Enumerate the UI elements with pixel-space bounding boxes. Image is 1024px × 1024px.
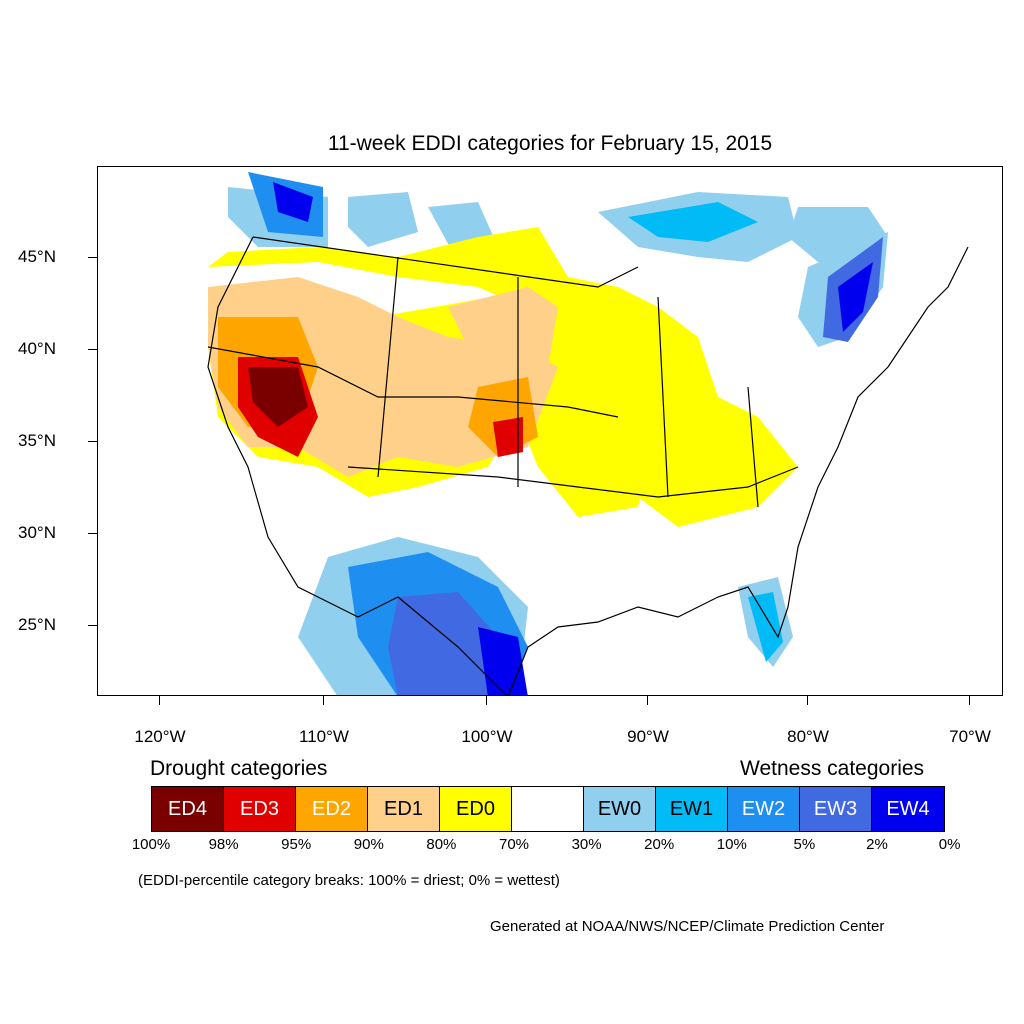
map-frame [97,166,1003,696]
y-label: 45°N [18,247,56,266]
drought-heading: Drought categories [150,757,328,780]
x-label: 90°W [627,727,669,746]
y-label: 25°N [18,615,56,634]
eddi-map [207,172,969,695]
percentile-label: 70% [498,836,530,853]
percentile-label: 95% [281,836,312,853]
x-label: 110°W [299,727,349,746]
boundaries [207,236,969,695]
drought-regions [208,227,798,527]
category-legend: ED4 ED3 ED2 ED1 ED0 EW0 EW1 EW2 EW3 EW4 [151,786,945,832]
legend-box-ed2: ED2 [296,787,368,831]
legend-box-ew0: EW0 [584,787,656,831]
y-tick [88,349,97,350]
map-title: 11-week EDDI categories for February 15,… [327,132,773,155]
percentile-label: 100% [131,836,171,853]
legend-box-ew4: EW4 [872,787,944,831]
legend-box-ew1: EW1 [656,787,728,831]
x-tick [486,696,487,705]
legend-box-neutral [512,787,584,831]
percentile-label: 80% [426,836,457,853]
percentile-label: 20% [644,836,675,853]
x-tick [323,696,324,705]
percentile-label: 30% [571,836,602,853]
legend-box-ed3: ED3 [224,787,296,831]
wetness-heading: Wetness categories [740,757,925,780]
percentile-label: 10% [716,836,747,853]
legend-box-ed1: ED1 [368,787,440,831]
x-label: 120°W [134,727,186,746]
legend-box-ed4: ED4 [152,787,224,831]
x-tick [647,696,648,705]
percentile-label: 90% [353,836,384,853]
x-label: 70°W [949,727,991,746]
legend-box-ew3: EW3 [800,787,872,831]
y-label: 35°N [18,431,56,450]
category-note: (EDDI-percentile category breaks: 100% =… [138,872,560,889]
wetness-regions [228,172,888,695]
x-tick [159,696,160,705]
y-tick [88,625,97,626]
x-label: 80°W [787,727,829,746]
percentile-label: 5% [793,836,816,853]
percentile-label: 2% [866,836,888,853]
y-tick [88,533,97,534]
credit-line: Generated at NOAA/NWS/NCEP/Climate Predi… [490,918,885,935]
y-label: 30°N [18,523,56,542]
x-label: 100°W [461,727,513,746]
x-tick [969,696,970,705]
y-label: 40°N [18,339,56,358]
y-tick [88,257,97,258]
legend-box-ed0: ED0 [440,787,512,831]
legend-box-ew2: EW2 [728,787,800,831]
percentile-label: 98% [208,836,239,853]
x-tick [807,696,808,705]
y-tick [88,441,97,442]
percentile-label: 0% [938,836,961,853]
